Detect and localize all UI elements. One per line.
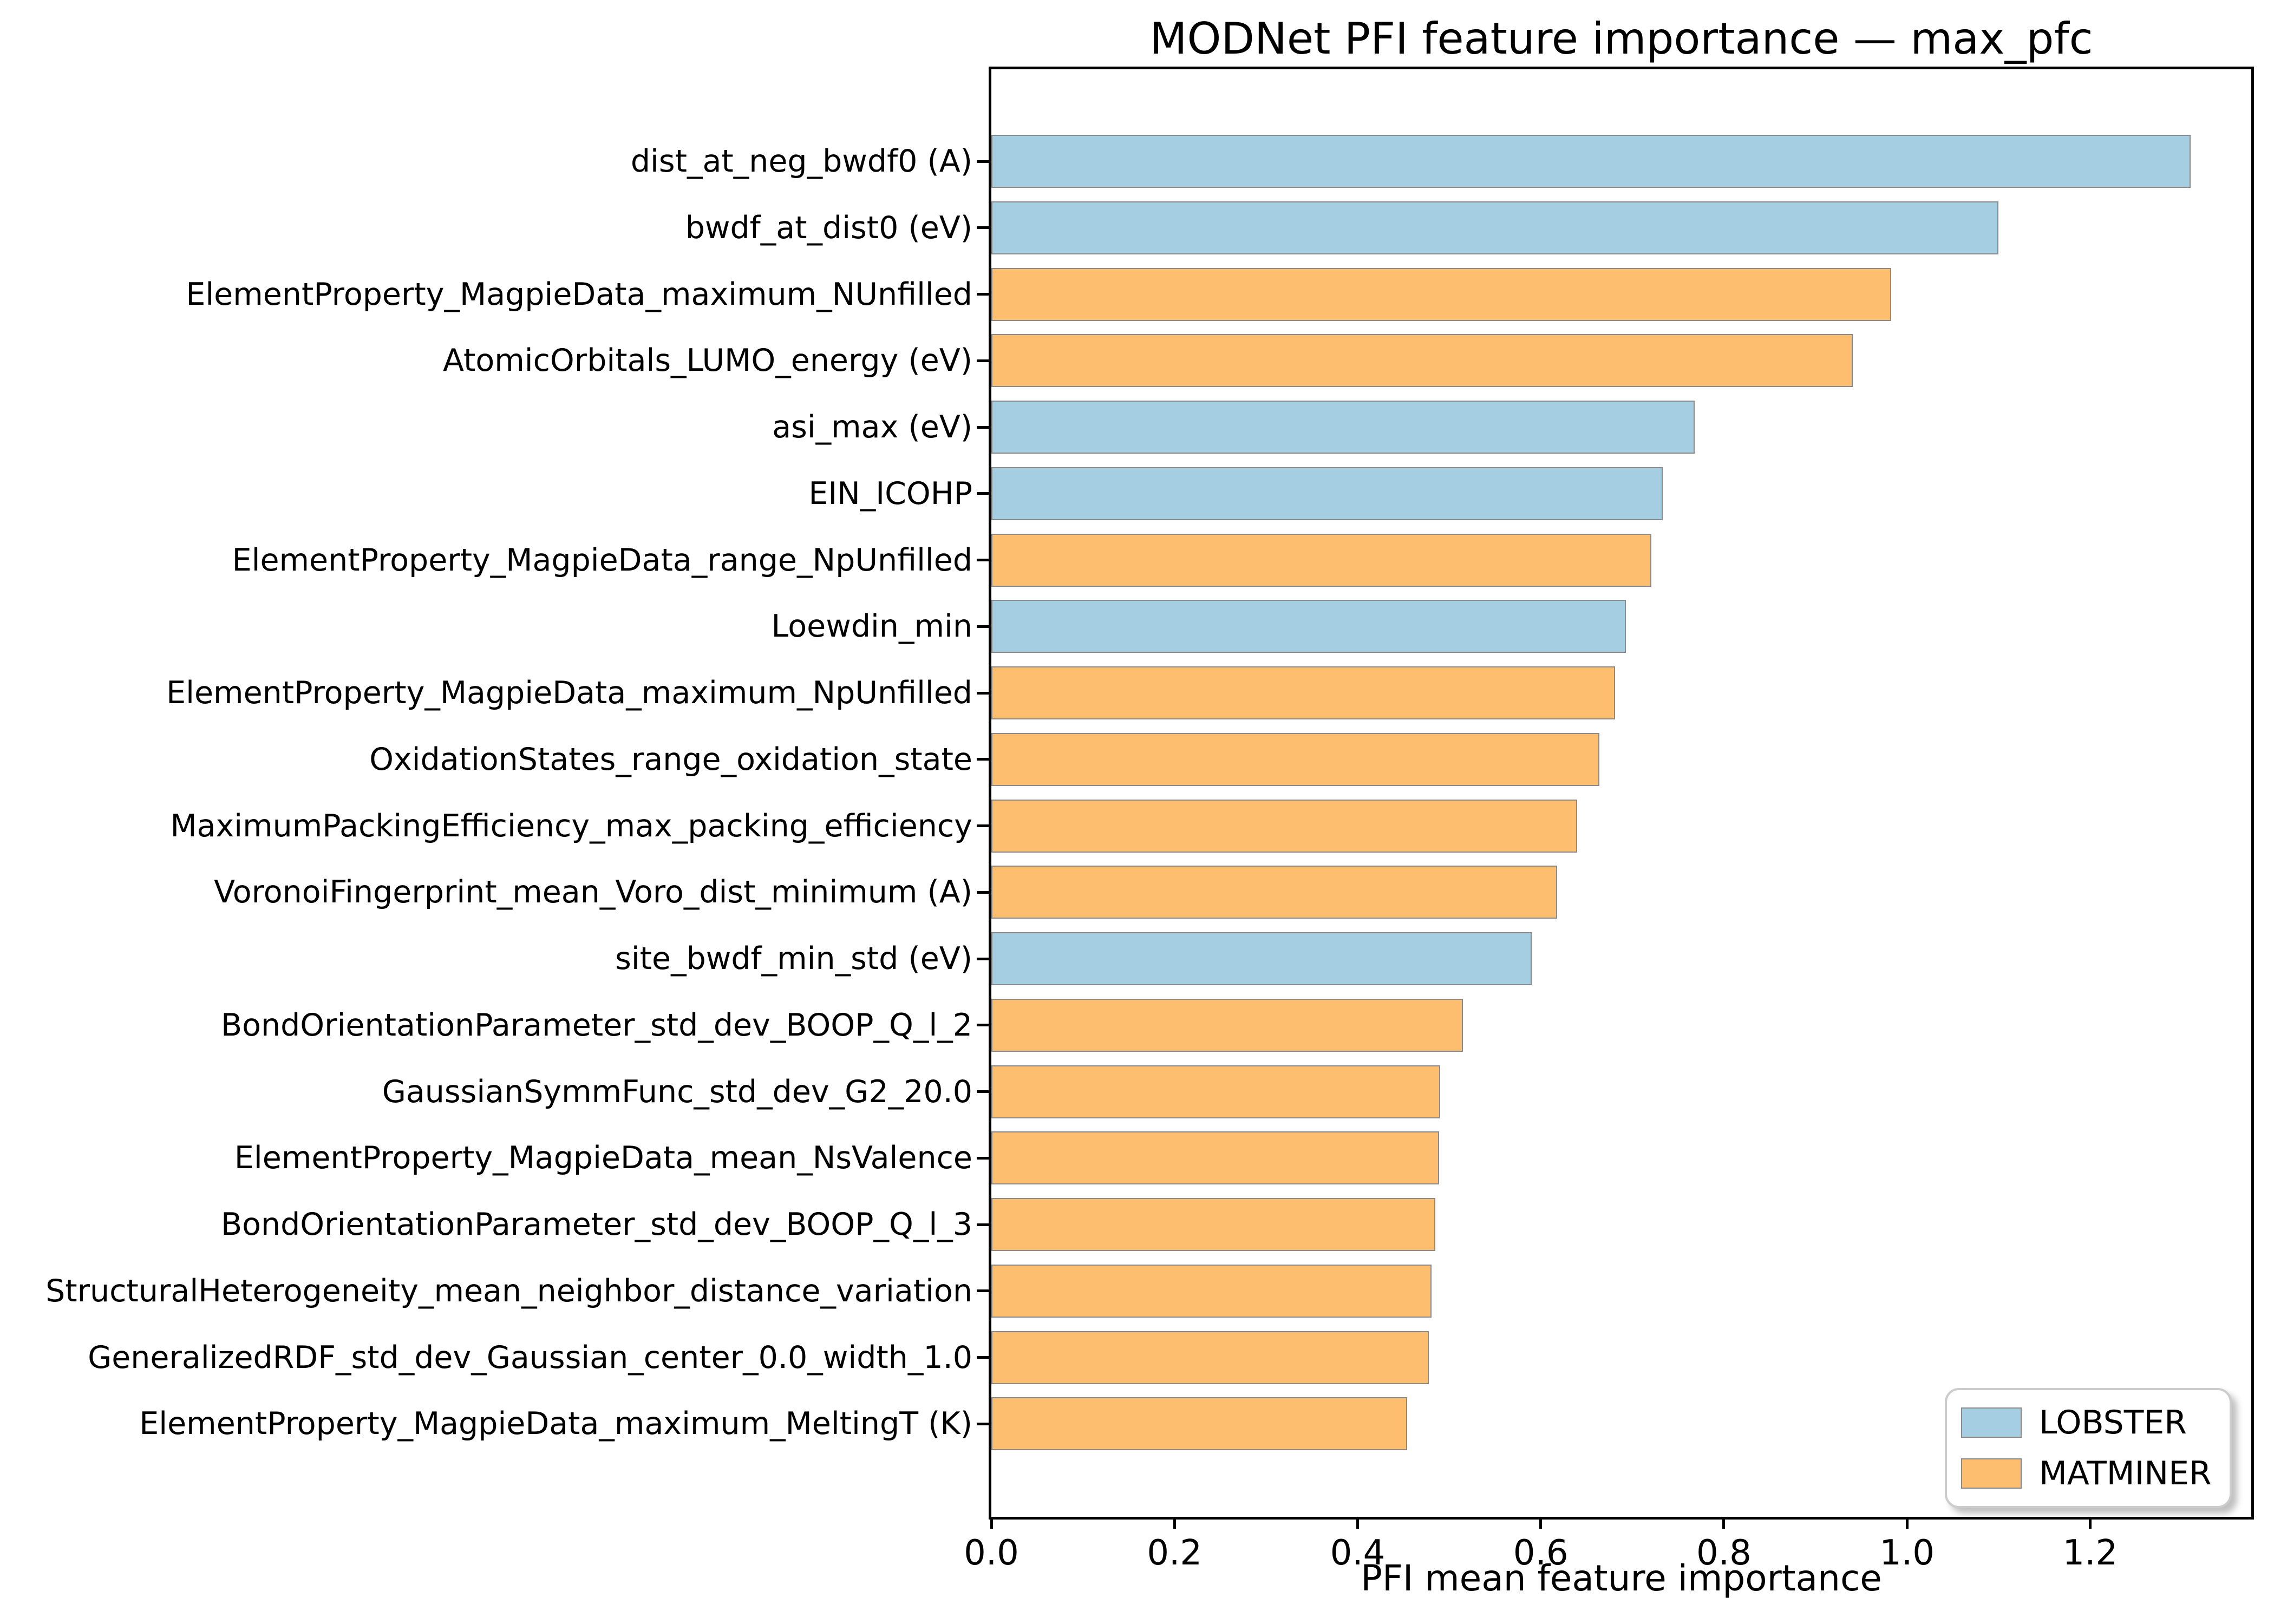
y-tick (977, 1024, 989, 1027)
x-tick-label: 0.2 (1147, 1533, 1203, 1573)
bar-matminer (991, 998, 1463, 1052)
bar-matminer (991, 866, 1558, 919)
legend-entry: LOBSTER (1961, 1406, 2216, 1439)
y-axis-labels: dist_at_neg_bwdf0 (A) bwdf_at_dist0 (eV) E… (0, 69, 972, 1517)
y-tick-label: GaussianSymmFunc_std_dev_G2_20.0 (382, 1073, 972, 1110)
x-tick (1173, 1517, 1176, 1529)
bar-lobster (991, 135, 2191, 188)
x-tick (1905, 1517, 1909, 1529)
y-tick-label: OxidationStates_range_oxidation_state (369, 741, 972, 777)
y-tick (977, 957, 989, 960)
y-tick-label: BondOrientationParameter_std_dev_BOOP_Q_… (220, 1007, 972, 1043)
bar-matminer (991, 732, 1599, 786)
x-tick-label: 0.0 (964, 1533, 1019, 1573)
bar-matminer (991, 1397, 1407, 1451)
y-tick (977, 226, 989, 230)
y-tick-label: BondOrientationParameter_std_dev_BOOP_Q_… (220, 1207, 972, 1243)
y-tick-label: ElementProperty_MagpieData_maximum_NpUnf… (166, 675, 972, 711)
legend-swatch-lobster (1961, 1407, 2022, 1438)
chart-title: MODNet PFI feature importance — max_pfc (1149, 14, 2093, 64)
x-tick-label: 1.0 (1879, 1533, 1935, 1573)
bar-matminer (991, 1264, 1432, 1318)
y-tick (977, 691, 989, 695)
y-tick-label: ElementProperty_MagpieData_range_NpUnfil… (232, 542, 972, 578)
y-tick (977, 890, 989, 894)
y-tick-label: VoronoiFingerprint_mean_Voro_dist_minimu… (214, 874, 972, 911)
y-tick (977, 160, 989, 163)
legend-swatch-matminer (1961, 1458, 2022, 1489)
bar-lobster (991, 467, 1663, 520)
bar-matminer (991, 666, 1615, 720)
bar-matminer (991, 799, 1578, 853)
legend-label: LOBSTER (2039, 1404, 2187, 1442)
y-tick (977, 1356, 989, 1359)
y-tick-label: StructuralHeterogeneity_mean_neighbor_di… (45, 1273, 972, 1309)
legend-label: MATMINER (2039, 1455, 2212, 1492)
y-tick (977, 758, 989, 761)
legend-entry: MATMINER (1961, 1457, 2216, 1490)
x-tick-label: 0.6 (1513, 1533, 1569, 1573)
y-tick (977, 1289, 989, 1293)
y-tick-label: GeneralizedRDF_std_dev_Gaussian_center_0… (88, 1339, 972, 1376)
bar-matminer (991, 1131, 1439, 1185)
bar-lobster (991, 932, 1532, 986)
plot-area: 0.0 0.2 0.4 0.6 0.8 1.0 1.2 LOBSTER MATMINER (964, 67, 2254, 1572)
y-tick-label: ElementProperty_MagpieData_maximum_Melti… (139, 1406, 972, 1442)
y-tick-label: site_bwdf_min_std (eV) (615, 941, 972, 977)
bar-lobster (991, 401, 1695, 454)
y-tick (977, 1422, 989, 1425)
y-tick-label: MaximumPackingEfficiency_max_packing_eff… (170, 808, 972, 844)
bar-lobster (991, 201, 1999, 254)
y-tick (977, 1223, 989, 1226)
y-tick-label: AtomicOrbitals_LUMO_energy (eV) (443, 343, 972, 379)
x-tick (1356, 1517, 1359, 1529)
legend: LOBSTER MATMINER (1945, 1388, 2232, 1508)
y-tick (977, 824, 989, 828)
x-tick (1722, 1517, 1726, 1529)
y-tick (977, 1090, 989, 1093)
y-tick-label: EIN_ICOHP (808, 475, 972, 512)
x-tick (990, 1517, 993, 1529)
y-tick (977, 559, 989, 562)
x-tick-label: 0.4 (1330, 1533, 1386, 1573)
bar-matminer (991, 1331, 1429, 1384)
y-tick (977, 1156, 989, 1160)
bar-matminer (991, 267, 1892, 321)
x-tick (2088, 1517, 2092, 1529)
x-tick (1539, 1517, 1543, 1529)
y-tick-label: asi_max (eV) (772, 409, 972, 446)
bar-matminer (991, 1198, 1436, 1252)
y-tick (977, 293, 989, 296)
y-tick (977, 425, 989, 429)
bar-lobster (991, 600, 1626, 653)
bar-matminer (991, 334, 1853, 388)
y-tick-label: bwdf_at_dist0 (eV) (685, 209, 972, 246)
bar-matminer (991, 533, 1652, 587)
y-tick-label: dist_at_neg_bwdf0 (A) (630, 143, 972, 179)
x-axis-label: PFI mean feature importance (1361, 1557, 1882, 1599)
y-tick (977, 625, 989, 628)
y-tick (977, 359, 989, 362)
y-tick-label: ElementProperty_MagpieData_mean_NsValenc… (234, 1140, 972, 1176)
y-tick-label: ElementProperty_MagpieData_maximum_NUnfi… (186, 276, 972, 312)
x-tick-label: 1.2 (2062, 1533, 2118, 1573)
y-tick-label: Loewdin_min (771, 608, 972, 645)
y-tick (977, 492, 989, 495)
bar-matminer (991, 1065, 1440, 1118)
x-tick-label: 0.8 (1696, 1533, 1752, 1573)
